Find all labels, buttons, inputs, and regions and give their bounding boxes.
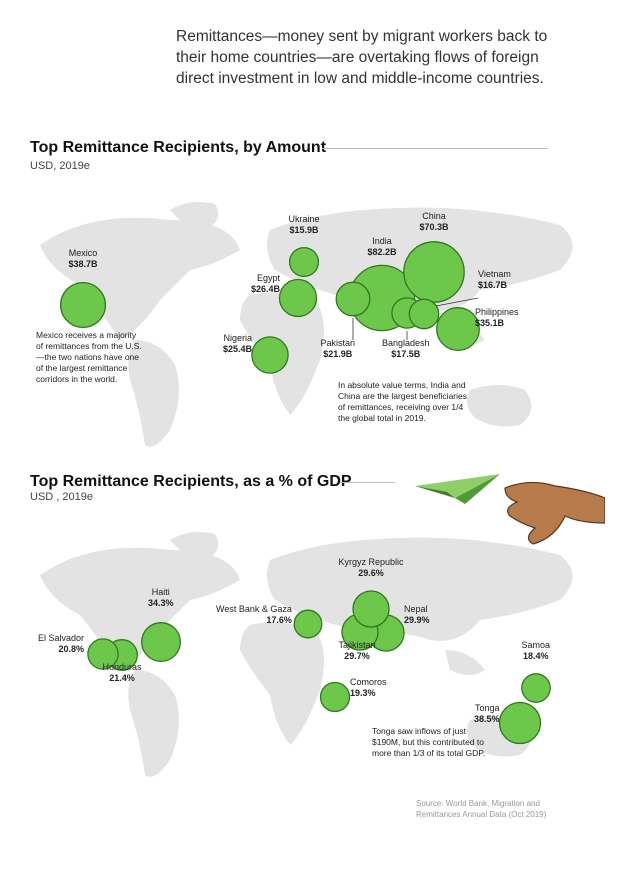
label-haiti: Haiti 34.3%: [148, 587, 174, 609]
label-tajikistan: Tajikistan 29.7%: [339, 640, 376, 662]
country-value: 17.6%: [266, 615, 292, 625]
paper-plane-fold-icon: [415, 486, 455, 498]
country-value: 19.3%: [350, 688, 376, 698]
country-value: $21.9B: [323, 349, 353, 359]
country-value: $38.7B: [68, 259, 98, 269]
country-name: Vietnam: [478, 269, 511, 279]
label-bangladesh: Bangladesh $17.5B: [382, 338, 430, 360]
country-name: Egypt: [257, 273, 281, 283]
paper-plane-illustration: [415, 474, 605, 545]
label-pakistan: Pakistan $21.9B: [321, 338, 356, 360]
bubble-china: [403, 241, 465, 303]
country-value: $17.5B: [391, 349, 421, 359]
country-name: Pakistan: [320, 338, 356, 348]
country-value: 29.6%: [358, 568, 384, 578]
bubble-west-bank-gaza: [293, 609, 323, 639]
label-nepal: Nepal 29.9%: [404, 604, 430, 626]
bubble-vietnam: [408, 298, 440, 330]
bubble-pakistan: [335, 281, 371, 317]
bubble-ukraine: [288, 246, 320, 278]
country-name: Haiti: [151, 587, 170, 597]
bubble-nigeria: [251, 336, 289, 374]
country-value: $82.2B: [367, 247, 397, 257]
bubble-samoa: [521, 673, 551, 703]
bubble-kyrgyz-republic: [352, 590, 390, 628]
country-value: $70.3B: [419, 222, 449, 232]
label-vietnam: Vietnam $16.7B: [478, 269, 511, 291]
country-name: Philippines: [475, 307, 519, 317]
country-name: Tonga: [475, 703, 500, 713]
india-china-note: In absolute value terms, India and China…: [338, 380, 467, 423]
country-name: Tajikistan: [338, 640, 376, 650]
country-name: Kyrgyz Republic: [338, 557, 404, 567]
label-honduras: Honduras 21.4%: [103, 662, 142, 684]
label-ukraine: Ukraine $15.9B: [289, 214, 320, 236]
bubble-haiti: [141, 622, 181, 662]
country-name: West Bank & Gaza: [216, 604, 292, 614]
country-value: $15.9B: [289, 225, 319, 235]
country-value: 18.4%: [523, 651, 549, 661]
label-china: China $70.3B: [420, 211, 449, 233]
label-comoros: Comoros 19.3%: [350, 677, 387, 699]
gdp-chart-subtitle: USD , 2019e: [30, 491, 93, 503]
intro-text: Remittances—money sent by migrant worker…: [176, 28, 548, 87]
label-samoa: Samoa 18.4%: [522, 640, 551, 662]
amount-title-rule: [322, 148, 548, 149]
country-name: Comoros: [350, 677, 387, 687]
amount-chart-title: Top Remittance Recipients, by Amount: [30, 139, 327, 156]
country-value: 34.3%: [148, 598, 174, 608]
country-name: Ukraine: [288, 214, 320, 224]
label-mexico: Mexico $38.7B: [69, 248, 98, 270]
country-value: $26.4B: [251, 284, 281, 294]
paper-plane-body-icon: [455, 474, 500, 504]
label-el-salvador: El Salvador 20.8%: [38, 633, 84, 655]
country-value: 29.9%: [404, 615, 430, 625]
label-west-bank-gaza: West Bank & Gaza 17.6%: [216, 604, 292, 626]
mexico-note: Mexico receives a majority of remittance…: [36, 330, 142, 384]
bubble-mexico: [59, 281, 107, 329]
hand-icon: [504, 481, 605, 545]
world-map-gdp: [40, 532, 573, 777]
country-value: 38.5%: [474, 714, 500, 724]
label-egypt: Egypt $26.4B: [251, 273, 280, 295]
bubble-egypt: [278, 278, 318, 318]
label-nigeria: Nigeria $25.4B: [223, 333, 252, 355]
country-name: India: [372, 236, 392, 246]
bubble-comoros: [319, 681, 351, 713]
country-value: 20.8%: [58, 644, 85, 654]
gdp-title-rule: [340, 482, 395, 483]
label-kyrgyz-republic: Kyrgyz Republic 29.6%: [339, 557, 404, 579]
callout-line: [435, 297, 479, 307]
amount-chart-subtitle: USD, 2019e: [30, 160, 90, 172]
country-value: $35.1B: [475, 318, 505, 328]
bubble-el-salvador: [87, 638, 119, 670]
country-name: China: [422, 211, 446, 221]
gdp-chart-title: Top Remittance Recipients, as a % of GDP: [30, 473, 352, 490]
country-name: Honduras: [102, 662, 142, 672]
country-name: El Salvador: [38, 633, 85, 643]
country-name: Samoa: [521, 640, 551, 650]
country-value: 29.7%: [344, 651, 370, 661]
bubble-philippines: [436, 307, 480, 351]
country-name: Nigeria: [223, 333, 253, 343]
label-philippines: Philippines $35.1B: [475, 307, 519, 329]
country-value: $16.7B: [478, 280, 508, 290]
bubble-tonga: [498, 701, 542, 745]
country-name: Bangladesh: [382, 338, 430, 348]
label-india: India $82.2B: [368, 236, 397, 258]
country-value: 21.4%: [109, 673, 135, 683]
label-tonga: Tonga 38.5%: [474, 703, 500, 725]
tonga-note: Tonga saw inflows of just $190M, but thi…: [372, 726, 486, 758]
source-note: Source: World Bank, Migration and Remitt…: [416, 799, 547, 819]
country-name: Nepal: [404, 604, 428, 614]
country-name: Mexico: [68, 248, 98, 258]
country-value: $25.4B: [223, 344, 253, 354]
